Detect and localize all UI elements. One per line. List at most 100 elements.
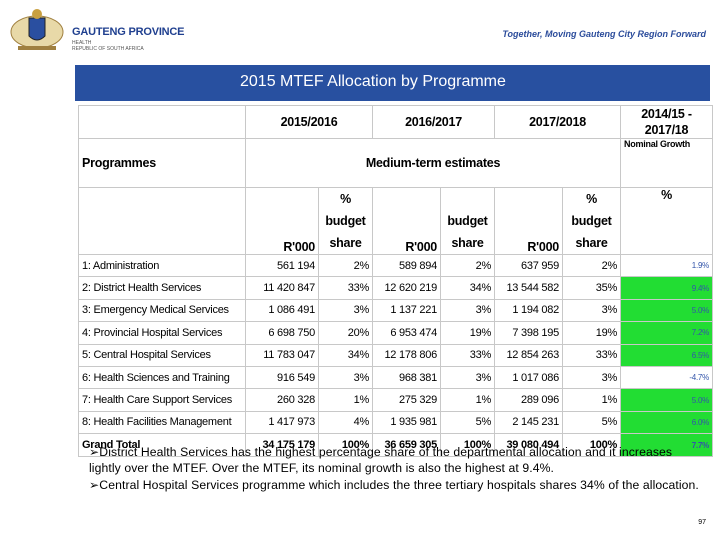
total-cell: 7.7% (620, 433, 713, 458)
cell: 1 417 973 (245, 410, 319, 435)
total-cell: 34 175 179 (245, 433, 319, 458)
cell: 33% (440, 343, 495, 367)
cell: 7.2% (620, 321, 713, 345)
column-label: R'000 (245, 187, 319, 255)
cell: 35% (562, 276, 621, 300)
programme-name: 1: Administration (78, 253, 246, 278)
programme-name: 5: Central Hospital Services (78, 343, 246, 367)
blank (78, 187, 246, 255)
cell: 5% (562, 410, 621, 435)
cell: 3% (440, 365, 495, 390)
cell: 275 329 (372, 388, 441, 412)
allocation-table: 2015/2016 2016/2017 2017/2018 2014/15 - … (78, 105, 713, 458)
programmes-label: Programmes (78, 138, 246, 188)
cell: 968 381 (372, 365, 441, 390)
total-cell: 100% (318, 433, 373, 458)
cell: 6 698 750 (245, 321, 319, 345)
cell: 1.9% (620, 253, 713, 278)
cell: 5.0% (620, 298, 713, 323)
cell: 4% (318, 410, 373, 435)
cell: 1% (440, 388, 495, 412)
cell: 289 096 (494, 388, 563, 412)
cell: 3% (562, 298, 621, 323)
cell: 20% (318, 321, 373, 345)
cell: 33% (562, 343, 621, 367)
column-label: R'000 (494, 187, 563, 255)
cell: 5% (440, 410, 495, 435)
total-cell: Grand Total (78, 433, 246, 458)
cell: 34% (440, 276, 495, 300)
cell: 6.0% (620, 410, 713, 435)
cell: 34% (318, 343, 373, 367)
cell: 11 783 047 (245, 343, 319, 367)
coat-of-arms (10, 9, 64, 50)
programme-name: 3: Emergency Medical Services (78, 298, 246, 323)
programme-name: 4: Provincial Hospital Services (78, 321, 246, 345)
column-label: R'000 (372, 187, 441, 255)
cell: 1 086 491 (245, 298, 319, 323)
country-name: REPUBLIC OF SOUTH AFRICA (72, 46, 144, 52)
programme-name: 6: Health Sciences and Training (78, 365, 246, 390)
programme-name: 2: District Health Services (78, 276, 246, 300)
table-row: 6: Health Sciences and Training 916 549 3%… (78, 365, 713, 390)
cell: 19% (562, 321, 621, 345)
cell: 12 854 263 (494, 343, 563, 367)
cell: 7 398 195 (494, 321, 563, 345)
nominal-growth-label: Nominal Growth (620, 138, 713, 188)
cell: 3% (318, 365, 373, 390)
bullet: ➢District Health Services has the highes… (89, 445, 673, 476)
cell: 12 178 806 (372, 343, 441, 367)
cell: 1 935 981 (372, 410, 441, 435)
programme-name: 8: Health Facilities Management (78, 410, 246, 435)
table-row: 1: Administration 561 194 2% 589 894 2% 637 9… (78, 253, 713, 278)
cell: 33% (318, 276, 373, 300)
cell: 3% (318, 298, 373, 323)
cell: 637 959 (494, 253, 563, 278)
title-bar (75, 65, 710, 101)
dept-name: HEALTH (72, 40, 92, 46)
cell: 260 328 (245, 388, 319, 412)
year: 2016/2017 (372, 105, 495, 139)
cell: 6.5% (620, 343, 713, 367)
table-row: 7: Health Care Support Services 260 328 1%… (78, 388, 713, 412)
cell: 3% (562, 365, 621, 390)
cell: 5.0% (620, 388, 713, 412)
slogan: Together, Moving Gauteng City Region For… (502, 29, 706, 39)
year: 2017/2018 (494, 105, 621, 139)
cell: 2% (562, 253, 621, 278)
table-row: 4: Provincial Hospital Services 6 698 750… (78, 321, 713, 345)
cell: 916 549 (245, 365, 319, 390)
column-label: % budget share (318, 187, 373, 255)
column-label: % (620, 187, 713, 255)
year: 2014/15 - 2017/18 (620, 105, 713, 139)
cell: 2 145 231 (494, 410, 563, 435)
table-row: 5: Central Hospital Services 11 783 047 34… (78, 343, 713, 367)
cell: 13 544 582 (494, 276, 563, 300)
cell: 11 420 847 (245, 276, 319, 300)
table-row: 8: Health Facilities Management 1 417 973… (78, 410, 713, 435)
bullets: ➢District Health Services has the highes… (89, 444, 699, 493)
cell: 561 194 (245, 253, 319, 278)
medium-term-label: Medium-term estimates (245, 138, 621, 188)
cell: 6 953 474 (372, 321, 441, 345)
cell: 1% (318, 388, 373, 412)
cell: 3% (440, 298, 495, 323)
cell: 12 620 219 (372, 276, 441, 300)
year: 2015/2016 (245, 105, 373, 139)
bullet: ➢Central Hospital Services programme whi… (89, 477, 699, 492)
cell: 2% (318, 253, 373, 278)
cell: 589 894 (372, 253, 441, 278)
cell: -4.7% (620, 365, 713, 390)
cell: 1% (562, 388, 621, 412)
title: 2015 MTEF Allocation by Programme (240, 73, 506, 90)
cell: 2% (440, 253, 495, 278)
cell: 1 137 221 (372, 298, 441, 323)
table-row: 3: Emergency Medical Services 1 086 491 3%… (78, 298, 713, 323)
cell: 9.4% (620, 276, 713, 300)
total-cell: 39 080 494 (494, 433, 563, 458)
total-cell: 36 659 305 (372, 433, 441, 458)
total-row: Grand Total 34 175 179 100% 36 659 305 100% 3… (78, 433, 713, 458)
page-number: 97 (698, 519, 706, 526)
column-label: % budget share (562, 187, 621, 255)
